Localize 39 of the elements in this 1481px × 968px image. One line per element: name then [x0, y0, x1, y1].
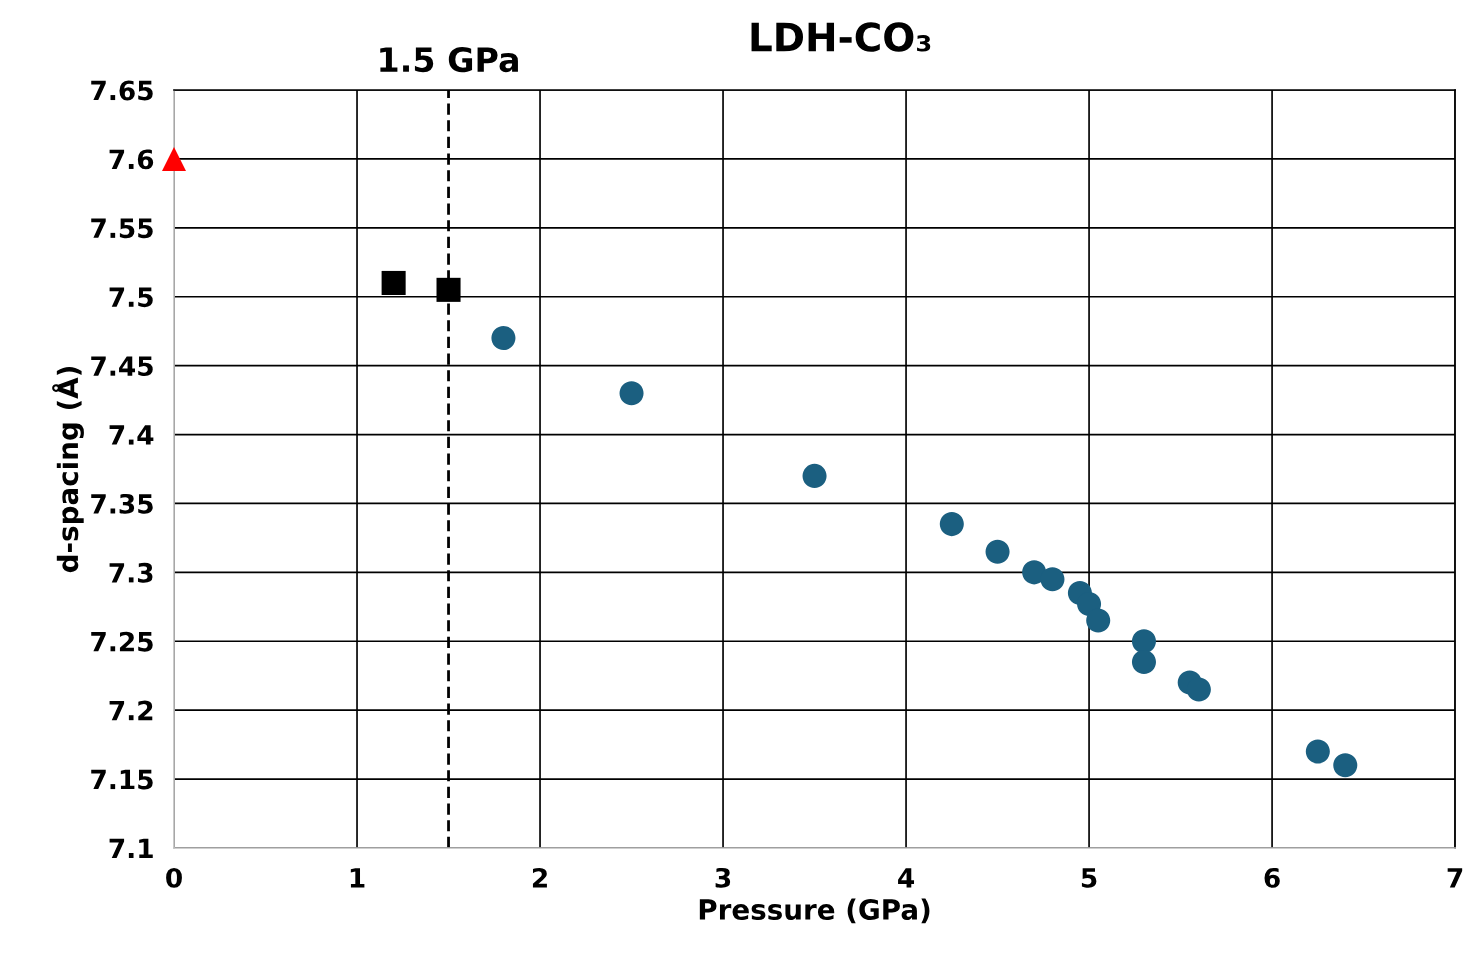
y-tick-label: 7.1 [109, 838, 153, 858]
x-tick-label: 1 [350, 868, 365, 888]
x-tick-label: 3 [715, 867, 731, 888]
y-axis-title: d-spacing (Å) [52, 366, 84, 573]
x-tick-label: 4 [898, 868, 915, 888]
point [1186, 677, 1211, 702]
y-tick-label: 7.6 [109, 149, 154, 170]
point [619, 381, 644, 406]
x-tick-label: 0 [166, 867, 182, 888]
x-tick-label: 2 [532, 867, 547, 888]
point [802, 463, 827, 488]
point [1040, 567, 1065, 592]
point [491, 326, 516, 351]
y-tick-label: 7.3 [109, 562, 153, 583]
y-tick-label: 7.25 [91, 631, 153, 652]
y-tick-label: 7.55 [91, 218, 153, 239]
x-tick-label: 5 [1081, 868, 1097, 888]
point [1305, 739, 1330, 764]
y-tick-label: 7.15 [91, 769, 153, 790]
chart-title: LDH-CO₃ [751, 22, 931, 52]
ref-line-label: 1.5 GPa [380, 46, 518, 73]
y-tick-label: 7.4 [109, 425, 154, 445]
point [1131, 629, 1156, 654]
point [161, 146, 187, 171]
point [985, 539, 1010, 564]
point [939, 512, 964, 537]
x-tick-label: 6 [1264, 867, 1280, 888]
point [436, 277, 461, 302]
y-tick-label: 7.35 [91, 493, 153, 514]
point [1333, 753, 1358, 778]
point [1131, 649, 1156, 674]
y-tick-label: 7.2 [109, 700, 153, 721]
x-tick-label: 7 [1447, 868, 1463, 888]
point [381, 270, 406, 295]
y-tick-label: 7.5 [109, 287, 153, 308]
y-tick-label: 7.65 [91, 80, 153, 101]
x-axis-title: Pressure (GPa) [699, 898, 930, 924]
point [1086, 608, 1111, 633]
y-tick-label: 7.45 [91, 356, 153, 377]
